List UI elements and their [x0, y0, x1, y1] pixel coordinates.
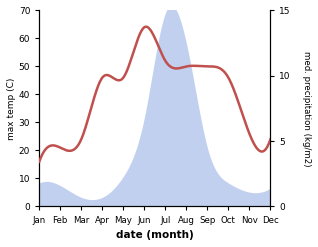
Y-axis label: med. precipitation (kg/m2): med. precipitation (kg/m2)	[302, 51, 311, 166]
Y-axis label: max temp (C): max temp (C)	[7, 77, 16, 140]
X-axis label: date (month): date (month)	[116, 230, 194, 240]
